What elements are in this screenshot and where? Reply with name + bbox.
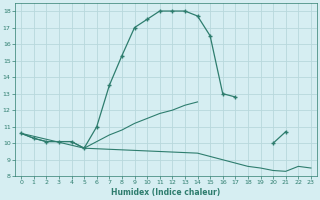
X-axis label: Humidex (Indice chaleur): Humidex (Indice chaleur) (111, 188, 221, 197)
